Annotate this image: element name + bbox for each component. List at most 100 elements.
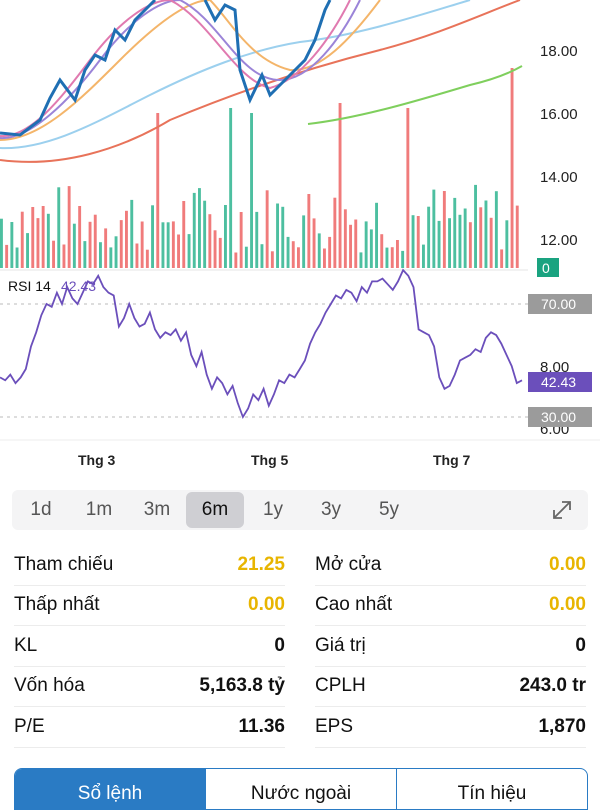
stat-value: 1,870 — [538, 715, 586, 737]
stat-value: 0 — [274, 634, 285, 656]
volume-bar — [171, 221, 175, 268]
volume-bar — [198, 188, 201, 268]
period-3m[interactable]: 3m — [143, 499, 171, 520]
ma-pink-line — [0, 0, 351, 138]
volume-bar — [177, 234, 180, 268]
volume-bar — [406, 108, 410, 268]
volume-bar — [20, 211, 24, 268]
volume-bar — [104, 228, 108, 268]
stat-label: Vốn hóa — [14, 675, 85, 697]
volume-bar — [244, 246, 248, 268]
volume-bar — [166, 222, 170, 268]
volume-bar — [317, 233, 321, 268]
volume-bar — [474, 184, 477, 268]
volume-bar — [286, 236, 290, 268]
volume-bar — [354, 219, 358, 268]
volume-bar — [83, 241, 87, 268]
volume-bar — [125, 210, 128, 268]
x-axis-tick: Thg 7 — [433, 452, 471, 468]
volume-bar — [67, 186, 71, 268]
volume-bar — [323, 248, 326, 268]
volume-bar — [333, 197, 337, 268]
price-chart[interactable]: 18.00 16.00 14.00 12.00 0 RSI 14 42.43 8… — [0, 0, 600, 480]
volume-bar — [422, 244, 425, 268]
volume-bar — [468, 222, 472, 268]
rsi-line — [0, 268, 523, 420]
volume-bar — [448, 218, 451, 268]
stat-value: 0.00 — [549, 553, 586, 575]
volume-bar — [239, 212, 243, 268]
volume-bar — [484, 200, 488, 268]
volume-bar — [213, 230, 217, 268]
x-axis-tick: Thg 3 — [78, 452, 116, 468]
volume-bar — [375, 202, 378, 268]
stat-value: 21.25 — [237, 553, 285, 575]
rsi-30-badge — [528, 407, 592, 427]
volume-bar — [338, 103, 342, 268]
volume-bar — [57, 187, 61, 268]
rsi-70-badge-text: 70.00 — [541, 296, 576, 312]
price-axis-tick: 14.00 — [540, 169, 578, 186]
chart-area[interactable]: 18.00 16.00 14.00 12.00 0 RSI 14 42.43 8… — [0, 0, 600, 480]
volume-bar — [260, 244, 264, 268]
volume-bar — [26, 233, 29, 268]
volume-bar — [93, 214, 97, 268]
volume-bar — [442, 191, 446, 268]
volume-bar — [218, 237, 222, 268]
volume-bar — [458, 214, 462, 268]
volume-bar — [364, 221, 368, 268]
volume-bar — [99, 242, 102, 268]
stat-label: CPLH — [315, 675, 366, 697]
tab-order-book[interactable]: Sổ lệnh — [15, 769, 205, 809]
bottom-tabs: Sổ lệnh Nước ngoài Tín hiệu — [14, 768, 588, 810]
period-5y[interactable]: 5y — [378, 499, 400, 520]
volume-bar — [5, 244, 9, 268]
volume-bar — [396, 240, 399, 268]
period-1y[interactable]: 1y — [262, 499, 284, 520]
volume-bar — [10, 222, 14, 268]
volume-bar — [302, 215, 306, 268]
volume-bar — [208, 214, 212, 268]
volume-bar — [229, 108, 233, 268]
volume-bar — [276, 203, 279, 268]
period-1m[interactable]: 1m — [85, 499, 113, 520]
rsi-30-badge-text: 30.00 — [541, 409, 576, 425]
rsi-label: RSI 14 — [8, 278, 51, 294]
stat-value: 0.00 — [248, 594, 285, 616]
stat-label: Thấp nhất — [14, 594, 100, 616]
stat-label: P/E — [14, 715, 45, 737]
stat-row: Thấp nhất 0.00 Cao nhất 0.00 — [14, 586, 586, 626]
volume-bar — [192, 192, 196, 268]
volume-bar — [36, 218, 40, 268]
volume-bar — [510, 68, 514, 268]
stat-label: Giá trị — [315, 634, 366, 656]
period-3y[interactable]: 3y — [320, 499, 342, 520]
ma-purple-line — [0, 0, 361, 140]
tab-signals[interactable]: Tín hiệu — [396, 769, 587, 809]
volume-bar — [161, 222, 165, 268]
volume-bar — [359, 252, 363, 268]
volume-bar — [369, 229, 373, 268]
volume-bar — [307, 194, 311, 268]
volume-bar — [328, 236, 332, 268]
tab-foreign[interactable]: Nước ngoài — [205, 769, 396, 809]
volume-bar — [151, 205, 154, 268]
volume-bars — [0, 68, 519, 268]
stat-row: KL 0 Giá trị 0 — [14, 626, 586, 667]
stat-label: Cao nhất — [315, 594, 393, 616]
volume-bar — [135, 243, 139, 268]
expand-icon[interactable] — [548, 496, 576, 524]
volume-bar — [291, 241, 295, 268]
price-axis-tick: 16.00 — [540, 106, 578, 123]
volume-badge-text: 0 — [542, 260, 550, 276]
volume-bar — [505, 220, 509, 268]
volume-bar — [515, 205, 519, 268]
period-1d[interactable]: 1d — [30, 499, 52, 520]
volume-bar — [88, 221, 92, 268]
rsi-value-badge-text: 42.43 — [541, 374, 576, 390]
period-6m[interactable]: 6m — [186, 492, 244, 528]
volume-bar — [401, 250, 405, 268]
volume-bar — [479, 207, 483, 268]
volume-bar — [203, 200, 207, 268]
volume-bar — [270, 251, 274, 268]
